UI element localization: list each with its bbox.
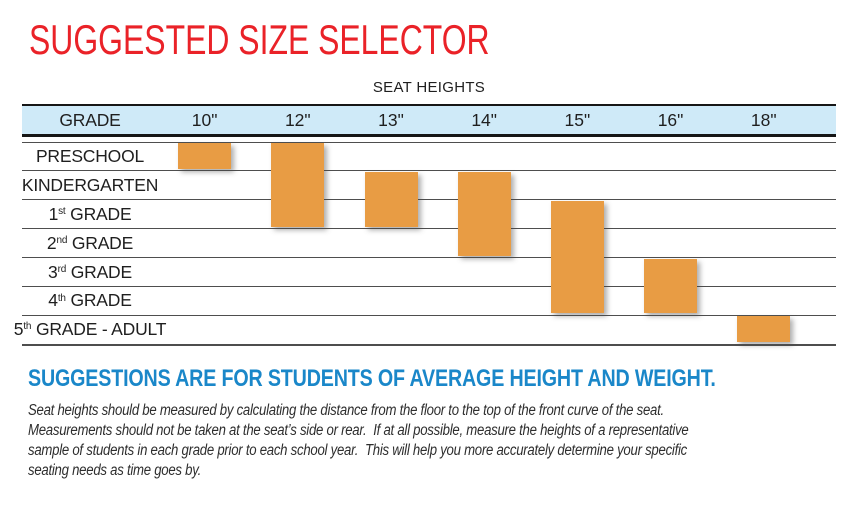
- row-label: 1st GRADE: [48, 203, 132, 224]
- column-headers: 10" 12" 13" 14" 15" 16" 18": [158, 110, 836, 131]
- column-header-grade: GRADE: [59, 109, 121, 130]
- table-row: KINDERGARTEN: [22, 170, 836, 199]
- footer-heading: SUGGESTIONS ARE FOR STUDENTS OF AVERAGE …: [28, 365, 716, 392]
- table-row: PRESCHOOL: [22, 141, 836, 171]
- footer-text-line: Measurements should not be taken at the …: [28, 422, 689, 439]
- table-caption: SEAT HEIGHTS: [372, 79, 486, 96]
- header-top-rule: [22, 104, 836, 106]
- seat-heights-table: GRADE 10" 12" 13" 14" 15" 16" 18" PRESCHOOL KIN…: [13, 104, 836, 348]
- footer-text-line: Seat heights should be measured by calcu…: [28, 402, 664, 419]
- table-rows: PRESCHOOL KINDERGARTEN 1st GRADE 2nd GRADE 3…: [13, 141, 836, 346]
- column-header: 15": [564, 109, 591, 130]
- footer-text-line: sample of students in each grade prior t…: [28, 442, 688, 459]
- row-label: 3rd GRADE: [48, 261, 132, 282]
- table-row: 5th GRADE - ADULT: [13, 314, 836, 344]
- row-label: PRESCHOOL: [35, 145, 145, 166]
- column-header: 12": [284, 109, 311, 130]
- column-header: 14": [471, 109, 497, 130]
- column-header: 13": [378, 109, 404, 130]
- footer-text-line: seating needs as time goes by.: [28, 462, 202, 479]
- row-label: 5th GRADE - ADULT: [13, 319, 167, 340]
- row-label: KINDERGARTEN: [21, 174, 159, 195]
- table-row: 2nd GRADE: [22, 228, 836, 257]
- page-title: SUGGESTED SIZE SELECTOR: [29, 16, 490, 63]
- table-row: 3rd GRADE: [22, 257, 836, 286]
- table-row: 4th GRADE: [22, 285, 836, 315]
- row-label: 4th GRADE: [48, 290, 132, 311]
- row-label: 2nd GRADE: [46, 232, 134, 253]
- column-header: 18": [750, 109, 777, 130]
- column-header: 10": [191, 109, 218, 130]
- table-row: 1st GRADE: [22, 199, 836, 228]
- column-header: 16": [657, 109, 684, 130]
- footer-text: Seat heights should be measured by calcu…: [28, 401, 689, 481]
- header-bottom-rule: [22, 134, 836, 137]
- table-header-row: GRADE 10" 12" 13" 14" 15" 16" 18": [22, 106, 836, 134]
